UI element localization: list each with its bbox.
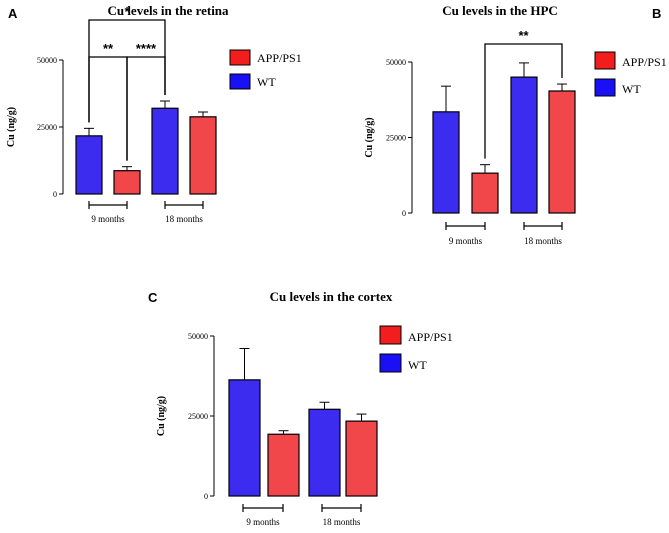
panel-c-legend-label-wt: WT xyxy=(408,358,427,372)
panel-c-bar-wt-18m xyxy=(308,408,341,497)
panel-b-legend-swatch-app xyxy=(594,51,616,70)
panel-a-significance-1-label: * xyxy=(124,4,130,19)
panel-a-y-axis-label: Cu (ng/g) xyxy=(6,107,17,147)
panel-b-bar-wt-18m xyxy=(510,76,538,214)
panel-c-y-tick-label: 50000 xyxy=(188,332,208,341)
panel-c-y-axis-label: Cu (ng/g) xyxy=(156,396,167,436)
panel-a-bar-app-9m xyxy=(113,170,141,195)
panel-b-legend-label-wt: WT xyxy=(622,82,641,96)
panel-c-y-tick-label: 25000 xyxy=(188,412,208,421)
panel-c-title: Cu levels in the cortex xyxy=(270,289,393,304)
panel-b-significance-1-bracket xyxy=(484,43,563,159)
panel-a-title: Cu levels in the retina xyxy=(107,3,229,18)
panel-b-bar-wt-9m xyxy=(432,111,460,214)
panel-b-y-tick-label: 50000 xyxy=(386,58,406,67)
panel-b-y-axis-label: Cu (ng/g) xyxy=(364,117,375,157)
panel-c-y-tick-label: 0 xyxy=(204,492,208,501)
panel-c-legend-swatch-wt xyxy=(379,353,402,373)
panel-a-y-tick-label: 25000 xyxy=(37,123,57,132)
panel-c-label: C xyxy=(148,290,158,305)
panel-a-group-18m-label: 18 months xyxy=(165,214,203,224)
panel-a-significance-3-label: **** xyxy=(136,41,157,56)
panel-b-y-tick-label: 25000 xyxy=(386,134,406,143)
panel-b-legend-swatch-wt xyxy=(594,78,616,97)
panel-a-legend-label-wt: WT xyxy=(257,75,276,89)
panel-b-legend-label-app: APP/PS1 xyxy=(622,55,667,69)
panel-a-legend-label-app: APP/PS1 xyxy=(257,51,302,65)
panel-b-title: Cu levels in the HPC xyxy=(442,3,558,18)
panel-c-bar-app-9m xyxy=(267,433,300,497)
panel-c-bar-app-18m xyxy=(345,420,378,497)
panel-a-group-9m-label: 9 months xyxy=(91,214,125,224)
panel-c-group-18m-label: 18 months xyxy=(323,517,361,527)
panel-a-y-tick-label: 0 xyxy=(53,190,57,199)
panel-b-bar-app-18m xyxy=(548,90,576,214)
panel-a-y-tick-label: 50000 xyxy=(37,56,57,65)
panel-a-legend-swatch-app xyxy=(229,49,251,66)
panel-a-significance-3-bracket xyxy=(126,56,166,161)
panel-a-label: A xyxy=(8,6,18,21)
panel-b-group-18m-label: 18 months xyxy=(524,236,562,246)
panel-b-significance-1-label: ** xyxy=(518,28,529,43)
panel-a-bar-app-18m xyxy=(189,116,217,195)
panel-c-legend-swatch-app xyxy=(379,325,402,345)
panel-c-bar-wt-9m xyxy=(228,379,261,497)
panel-a-legend-swatch-wt xyxy=(229,73,251,90)
panel-b-y-tick-label: 0 xyxy=(402,209,406,218)
panel-c-legend-label-app: APP/PS1 xyxy=(408,330,453,344)
panel-b-group-9m-label: 9 months xyxy=(449,236,483,246)
panel-b-bar-app-9m xyxy=(471,172,499,214)
panel-a-significance-2-label: ** xyxy=(103,41,114,56)
panel-b-label: B xyxy=(652,6,661,21)
panel-c-group-9m-label: 9 months xyxy=(246,517,280,527)
panel-a-bar-wt-18m xyxy=(151,107,179,195)
panel-a-bar-wt-9m xyxy=(75,135,103,195)
